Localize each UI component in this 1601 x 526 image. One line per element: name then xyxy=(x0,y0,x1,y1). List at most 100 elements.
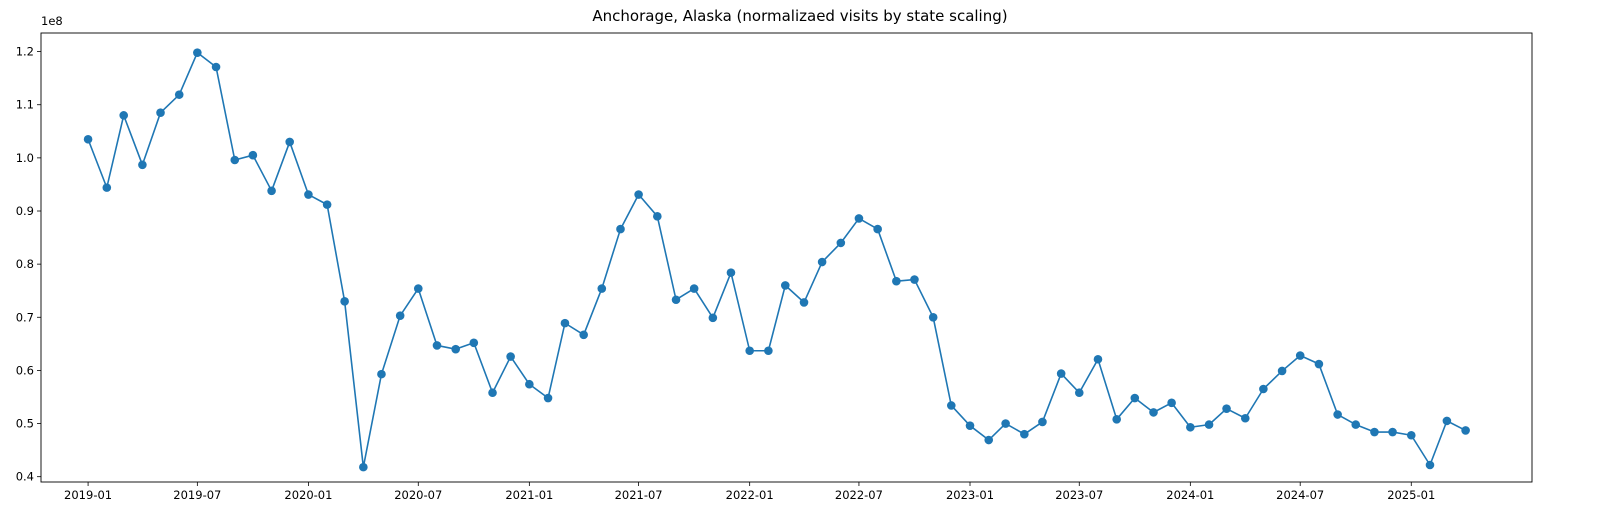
data-point xyxy=(726,268,736,277)
y-tick-label: 0.4 xyxy=(16,470,34,484)
data-point xyxy=(928,312,938,322)
data-point xyxy=(1167,398,1176,408)
x-tick-label: 2019-01 xyxy=(64,488,112,502)
data-point xyxy=(1314,359,1324,369)
data-point xyxy=(488,388,497,398)
chart-title: Anchorage, Alaska (normalizaed visits by… xyxy=(592,7,1007,25)
data-point xyxy=(1240,413,1250,423)
data-point xyxy=(543,393,553,403)
x-tick-label: 2023-01 xyxy=(946,488,994,502)
x-tick-label: 2020-01 xyxy=(284,488,332,502)
x-tick-label: 2022-07 xyxy=(835,488,883,502)
data-point xyxy=(579,330,588,340)
data-point xyxy=(708,313,718,323)
data-point xyxy=(340,297,349,306)
data-point xyxy=(1222,404,1231,413)
data-point xyxy=(230,155,240,165)
data-point xyxy=(211,62,221,72)
data-point xyxy=(1020,429,1029,439)
axes-frame xyxy=(40,32,1533,483)
data-point xyxy=(873,224,882,234)
data-point xyxy=(1149,408,1158,417)
x-tick-label: 2021-07 xyxy=(615,488,663,502)
data-point xyxy=(799,298,809,307)
data-point xyxy=(83,134,93,144)
x-tick-label: 2021-01 xyxy=(505,488,553,502)
data-point xyxy=(1333,410,1342,419)
data-point xyxy=(854,214,864,223)
data-point xyxy=(377,369,386,379)
data-point xyxy=(836,238,846,248)
data-point xyxy=(745,346,754,356)
data-point xyxy=(1461,426,1470,435)
data-point xyxy=(119,111,128,120)
y-tick-label: 0.5 xyxy=(16,417,34,431)
data-point xyxy=(984,435,994,445)
data-point xyxy=(304,190,313,199)
x-tick-label: 2024-07 xyxy=(1276,488,1324,502)
y-tick-label: 1.2 xyxy=(16,45,34,59)
data-point xyxy=(1277,366,1287,376)
data-point xyxy=(653,212,662,221)
data-point xyxy=(1204,420,1214,429)
data-point xyxy=(1038,417,1047,427)
data-point xyxy=(1093,354,1103,364)
x-tick-label: 2024-01 xyxy=(1166,488,1214,502)
data-point xyxy=(1001,419,1010,428)
data-point xyxy=(174,90,184,99)
data-point xyxy=(525,379,534,389)
data-point xyxy=(1295,351,1305,360)
series-line xyxy=(87,51,1466,468)
data-point xyxy=(1351,420,1361,429)
y-tick-label: 0.9 xyxy=(16,204,34,218)
x-tick-label: 2023-07 xyxy=(1055,488,1103,502)
plot-area: 2019-01 2019-07 2020-01 2020-07 2021-01 2021-… xyxy=(16,45,1470,502)
data-point xyxy=(138,160,147,170)
data-point xyxy=(1056,369,1066,378)
data-point xyxy=(892,276,901,286)
data-point xyxy=(432,341,442,350)
data-point xyxy=(1186,422,1195,432)
x-tick-label: 2019-07 xyxy=(173,488,221,502)
data-point xyxy=(285,137,295,147)
data-point xyxy=(560,318,570,328)
data-point xyxy=(1370,427,1379,437)
data-point xyxy=(156,108,165,117)
data-point xyxy=(248,150,258,160)
data-point xyxy=(1112,415,1121,424)
y-tick-label: 0.7 xyxy=(16,310,34,324)
data-point xyxy=(1130,393,1140,403)
data-point xyxy=(1406,430,1416,440)
data-point xyxy=(102,183,112,192)
y-tick-label: 0.8 xyxy=(16,257,34,271)
data-point xyxy=(965,421,975,430)
x-tick-label: 2025-01 xyxy=(1387,488,1435,502)
data-point xyxy=(1259,384,1268,394)
data-point xyxy=(764,346,773,356)
x-tick-label: 2020-07 xyxy=(394,488,442,502)
data-point xyxy=(359,462,368,472)
data-point xyxy=(616,224,625,234)
data-point xyxy=(910,275,919,284)
data-point xyxy=(193,48,202,57)
data-point xyxy=(780,281,790,290)
data-point xyxy=(1442,416,1452,426)
data-point xyxy=(395,311,405,320)
x-tick-label: 2022-01 xyxy=(726,488,774,502)
y-tick-label: 1.1 xyxy=(16,98,34,112)
data-point xyxy=(322,200,332,209)
data-point xyxy=(413,284,423,293)
data-point xyxy=(1425,460,1435,470)
data-point xyxy=(689,284,699,293)
data-point xyxy=(817,257,827,267)
data-point xyxy=(451,344,461,354)
data-point xyxy=(946,401,956,410)
data-point xyxy=(267,186,276,196)
data-point xyxy=(469,338,479,348)
data-point xyxy=(634,190,643,199)
data-point xyxy=(597,284,607,293)
data-point xyxy=(671,295,681,305)
data-point xyxy=(1074,388,1084,398)
y-tick-label: 0.6 xyxy=(16,363,34,377)
